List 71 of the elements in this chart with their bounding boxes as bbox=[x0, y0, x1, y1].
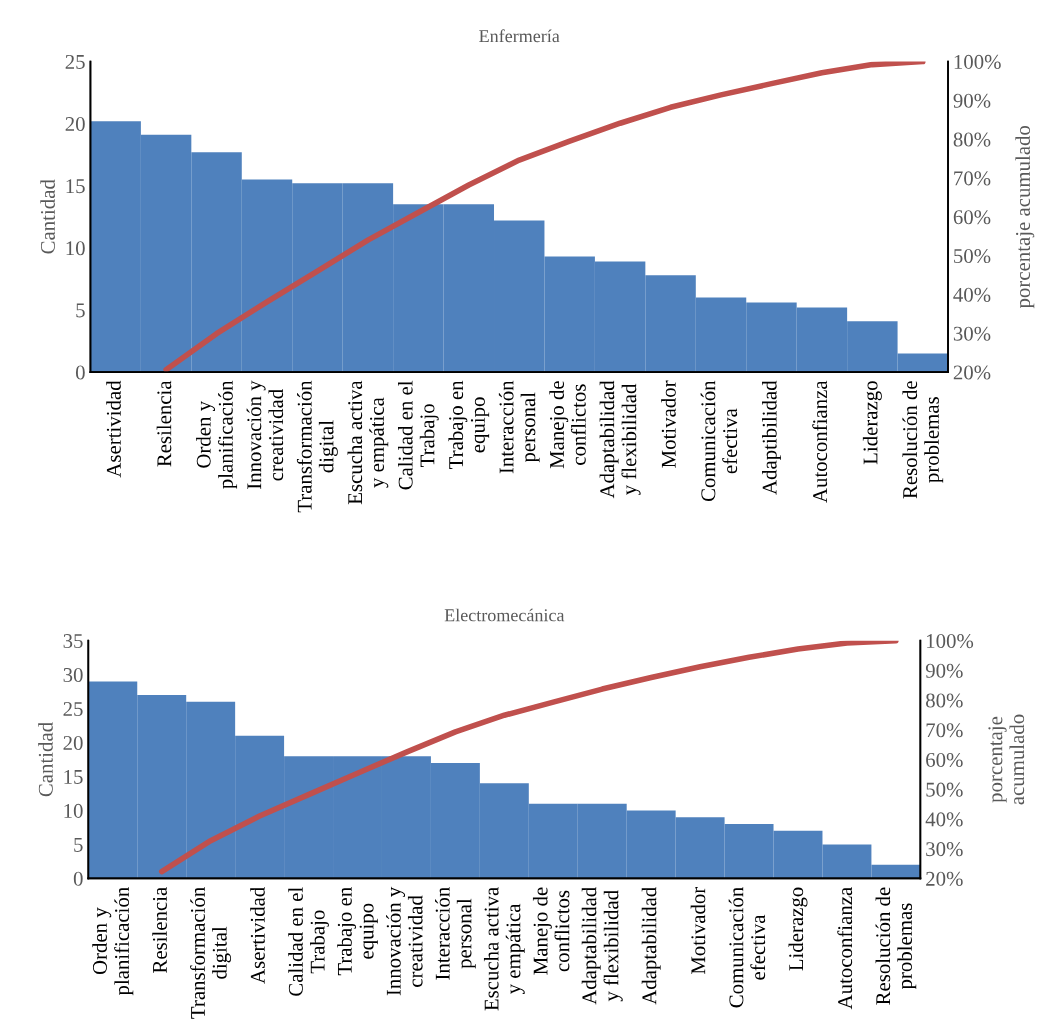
x-tick-label: Comunicación efectiva bbox=[728, 887, 766, 1008]
y2-tick-label: 20% bbox=[953, 365, 991, 380]
y-tick-label: 15 bbox=[64, 769, 83, 784]
x-tick-label: Resilencia bbox=[156, 380, 172, 467]
y2-tick-label: 30% bbox=[953, 326, 991, 341]
y-tick-label: 30 bbox=[63, 667, 83, 683]
y2-tick-label: 30% bbox=[926, 842, 963, 857]
y-axis-title: Cantidad bbox=[40, 179, 55, 254]
y-tick-label: 15 bbox=[66, 179, 85, 194]
y-tick-label: 10 bbox=[66, 241, 85, 256]
y-axis-title: Cantidad bbox=[38, 722, 53, 797]
y2-tick-label: 60% bbox=[953, 210, 991, 225]
y2-tick-label: 90% bbox=[925, 663, 963, 678]
y2-tick-label: 80% bbox=[926, 693, 963, 708]
y2-tick-label: 40% bbox=[953, 287, 991, 302]
chart-title: Electromecánica bbox=[444, 608, 565, 622]
y-tick-label: 0 bbox=[75, 365, 85, 380]
y-tick-label: 25 bbox=[65, 54, 85, 69]
x-tick-label: Orden y planificación bbox=[92, 887, 134, 996]
x-tick-label: Escucha activa y empática bbox=[483, 887, 525, 1011]
y2-axis-title: porcentaje acumulado bbox=[1015, 125, 1035, 309]
x-tick-label: Interacción personal bbox=[435, 887, 476, 980]
y-tick-label: 35 bbox=[63, 634, 83, 649]
y-tick-label: 20 bbox=[63, 735, 83, 750]
x-tick-label: Manejo de conflictos bbox=[549, 381, 586, 469]
x-tick-label: Motivador bbox=[690, 886, 706, 975]
x-tick-label: Innovación y creatividad bbox=[246, 380, 284, 489]
x-tick-label: Autoconfianza bbox=[812, 380, 828, 503]
x-tick-label: Autoconfianza bbox=[837, 887, 853, 1010]
x-tick-label: Comunicación efectiva bbox=[700, 380, 738, 502]
x-tick-label: Escucha activa y empática bbox=[347, 380, 389, 505]
x-tick-label: Transformación digital bbox=[190, 887, 232, 1019]
y2-tick-label: 20% bbox=[926, 871, 963, 886]
x-tick-label: Trabajo en equipo bbox=[337, 887, 378, 976]
y2-tick-label: 100% bbox=[927, 634, 974, 649]
x-tick-label: Calidad en el Trabajo bbox=[288, 887, 329, 996]
x-tick-label: Adaptibilidad bbox=[762, 380, 781, 495]
x-tick-label: Asertividad bbox=[106, 380, 121, 478]
y-tick-label: 5 bbox=[74, 838, 83, 852]
x-tick-label: Adaptabilidad y flexibilidad bbox=[581, 887, 623, 1005]
y2-tick-label: 60% bbox=[926, 752, 963, 768]
x-tick-label: Calidad en el Trabajo bbox=[398, 380, 439, 490]
y2-tick-label: 90% bbox=[953, 93, 991, 108]
y2-tick-label: 50% bbox=[954, 248, 991, 264]
x-tick-label: Resolución de problemas bbox=[875, 887, 917, 1005]
x-tick-label: Adaptabilidad bbox=[641, 887, 661, 1005]
y2-tick-label: 70% bbox=[954, 171, 991, 186]
x-tick-label: Liderazgo bbox=[862, 381, 882, 465]
chart-title: Enfermería bbox=[479, 29, 560, 43]
x-tick-label: Interacción personal bbox=[498, 380, 540, 474]
x-tick-label: Motivador bbox=[661, 380, 676, 468]
y-tick-label: 25 bbox=[63, 702, 83, 716]
x-tick-label: Asertividad bbox=[250, 887, 265, 984]
x-tick-label: Orden y planificación bbox=[196, 380, 238, 489]
x-tick-label: Resolución de problemas bbox=[902, 381, 944, 499]
y-tick-label: 20 bbox=[65, 116, 85, 132]
x-tick-label: Trabajo en equipo bbox=[448, 380, 490, 469]
y2-tick-label: 100% bbox=[954, 54, 1001, 69]
y2-tick-label: 40% bbox=[925, 812, 963, 827]
y2-axis-title: porcentaje acumulado bbox=[988, 714, 1025, 805]
x-tick-label: Resilencia bbox=[152, 887, 167, 973]
y-tick-label: 10 bbox=[64, 803, 83, 818]
y2-tick-label: 70% bbox=[926, 723, 963, 738]
x-tick-label: Adaptabilidad y flexibilidad bbox=[599, 380, 641, 499]
y-tick-label: 0 bbox=[73, 871, 83, 886]
x-tick-label: Liderazgo bbox=[788, 887, 808, 971]
y-tick-label: 5 bbox=[76, 303, 85, 318]
y2-tick-label: 80% bbox=[953, 132, 991, 147]
x-tick-label: Transformación digital bbox=[296, 380, 338, 513]
y2-tick-label: 50% bbox=[926, 782, 963, 797]
x-tick-label: Manejo de conflictos bbox=[532, 887, 570, 975]
